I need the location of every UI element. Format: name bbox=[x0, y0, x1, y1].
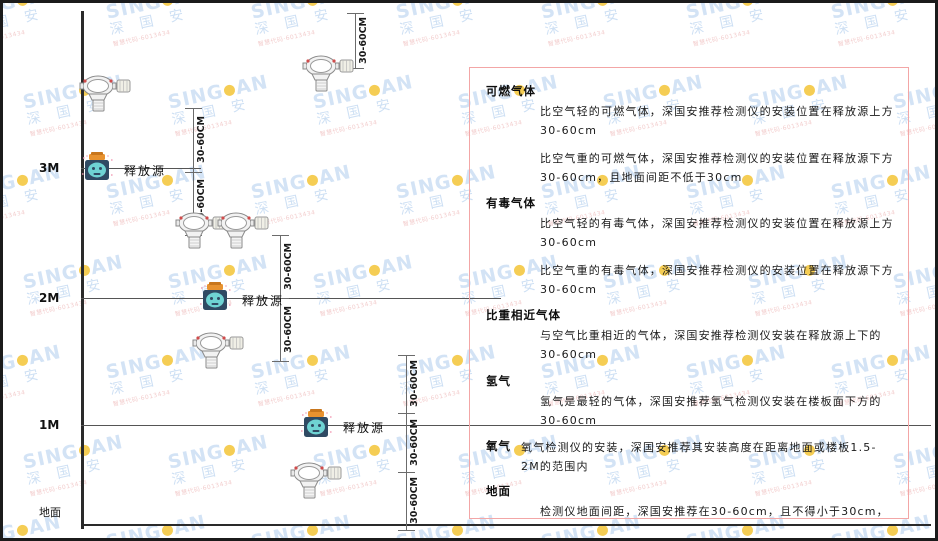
release-source-icon bbox=[200, 282, 231, 310]
panel-section-similar-density: 比重相近气体与空气比重相近的气体，深国安推荐检测仪安装在释放源上下的30-60c… bbox=[484, 307, 894, 365]
release-source-icon-wrap bbox=[199, 282, 233, 318]
dimension-tick bbox=[272, 361, 289, 362]
panel-section-flammable: 可燃气体 比空气轻的可燃气体，深国安推荐检测仪的安装位置在释放源上方30-60cm… bbox=[484, 83, 894, 187]
ground-label: 地面 bbox=[39, 506, 61, 519]
level-label-2m: 2M bbox=[39, 291, 60, 305]
dimension-label: 30-60CM bbox=[196, 115, 207, 163]
panel-paragraph: 氢气是最轻的气体，深国安推荐氢气检测仪安装在楼板面下方的30-60cm bbox=[540, 394, 882, 427]
panel-section-oxygen: 氧气 氧气检测仪的安装，深国安推荐其安装高度在距离地面或楼板1.5-2M的范围内 bbox=[486, 438, 894, 477]
dimension-label: 30-60CM bbox=[283, 305, 294, 353]
panel-paragraph: 与空气比重相近的气体，深国安推荐检测仪安装在释放源上下的30-60cm bbox=[540, 329, 882, 362]
release-source-label: 释放源 bbox=[343, 420, 386, 435]
panel-section-hydrogen: 氢气氢气是最轻的气体，深国安推荐氢气检测仪安装在楼板面下方的30-60cm bbox=[484, 373, 894, 431]
detector-4 bbox=[213, 208, 271, 254]
release-source-icon bbox=[301, 409, 332, 437]
panel-section-toxic: 有毒气体 比空气轻的有毒气体，深国安推荐检测仪的安装位置在释放源上方30-60cm… bbox=[484, 195, 894, 299]
dimension-tick bbox=[272, 298, 289, 299]
dimension-tick bbox=[398, 355, 415, 356]
dimension-tick bbox=[185, 108, 202, 109]
release-source-3m: 释放源 bbox=[81, 152, 166, 188]
detector-6 bbox=[286, 458, 344, 504]
dimension-column-lower-column bbox=[406, 355, 407, 530]
release-source-icon-wrap bbox=[81, 152, 115, 188]
detector-2 bbox=[298, 51, 356, 97]
dimension-tick bbox=[398, 413, 415, 415]
release-source-2m: 释放源 bbox=[199, 282, 284, 318]
level-line-3m bbox=[81, 168, 201, 169]
panel-section-heading: 比重相近气体 bbox=[486, 308, 561, 322]
level-label-1m: 1M bbox=[39, 418, 60, 432]
gas-detector-icon bbox=[192, 332, 244, 369]
dimension-tick bbox=[398, 471, 415, 473]
panel-paragraph: 比空气重的可燃气体，深国安推荐检测仪的安装位置在释放源下方30-60cm，且地面… bbox=[540, 151, 894, 184]
panel-section-body: 氧气检测仪的安装，深国安推荐其安装高度在距离地面或楼板1.5-2M的范围内 bbox=[521, 438, 894, 477]
panel-section-ground: 地面检测仪地面间距，深国安推荐在30-60cm，且不得小于30cm，因为过低容易… bbox=[484, 483, 894, 519]
detector-1 bbox=[75, 71, 133, 117]
installation-height-diagram: 3M 2M 1M 30-60CM 30-60CM 30-60CM 30-60CM 30-60… bbox=[3, 3, 935, 538]
panel-paragraph: 检测仪地面间距，深国安推荐在30-60cm，且不得小于30cm，因为过低容易水溅… bbox=[540, 504, 889, 518]
panel-section-heading: 地面 bbox=[486, 483, 511, 498]
dimension-label: 30-60CM bbox=[409, 360, 420, 407]
dimension-tick bbox=[347, 68, 364, 69]
dimension-label: 30-60CM bbox=[409, 418, 420, 466]
dimension-label: 30-60CM bbox=[283, 242, 294, 290]
release-source-icon-wrap bbox=[300, 409, 334, 445]
panel-paragraph: 比空气轻的可燃气体，深国安推荐检测仪的安装位置在释放源上方30-60cm bbox=[540, 105, 894, 138]
release-source-1m: 释放源 bbox=[300, 409, 385, 445]
dimension-tick bbox=[272, 235, 289, 236]
level-line-1m bbox=[81, 425, 931, 426]
panel-section-heading: 可燃气体 bbox=[486, 84, 536, 98]
dimension-label: 30-60CM bbox=[409, 476, 420, 524]
release-source-label: 释放源 bbox=[242, 293, 285, 308]
level-label-3m: 3M bbox=[39, 161, 60, 175]
gas-detector-icon bbox=[217, 212, 269, 249]
panel-section-heading: 氢气 bbox=[486, 373, 511, 388]
panel-paragraph: 氧气检测仪的安装，深国安推荐其安装高度在距离地面或楼板1.5-2M的范围内 bbox=[521, 441, 877, 474]
panel-section-heading: 氧气 bbox=[486, 439, 511, 453]
level-line-2m bbox=[81, 298, 501, 299]
dimension-column-top-column bbox=[355, 13, 356, 68]
dimension-tick bbox=[347, 13, 364, 14]
recommendation-panel: 可燃气体 比空气轻的可燃气体，深国安推荐检测仪的安装位置在释放源上方30-60cm… bbox=[469, 67, 909, 519]
panel-section-heading: 有毒气体 bbox=[486, 196, 536, 210]
panel-paragraph: 比空气重的有毒气体，深国安推荐检测仪的安装位置在释放源下方30-60cm bbox=[540, 263, 894, 296]
gas-detector-icon bbox=[302, 55, 354, 92]
panel-paragraph: 比空气轻的有毒气体，深国安推荐检测仪的安装位置在释放源上方30-60cm bbox=[540, 217, 894, 250]
ground-baseline bbox=[81, 524, 931, 526]
gas-detector-icon bbox=[290, 462, 342, 499]
dimension-tick bbox=[398, 530, 415, 531]
release-source-label: 释放源 bbox=[124, 163, 167, 178]
gas-detector-icon bbox=[79, 75, 131, 112]
dimension-label: 30-60CM bbox=[358, 16, 369, 64]
dimension-tick bbox=[185, 171, 202, 173]
release-source-icon bbox=[82, 152, 113, 180]
detector-5 bbox=[188, 328, 246, 374]
